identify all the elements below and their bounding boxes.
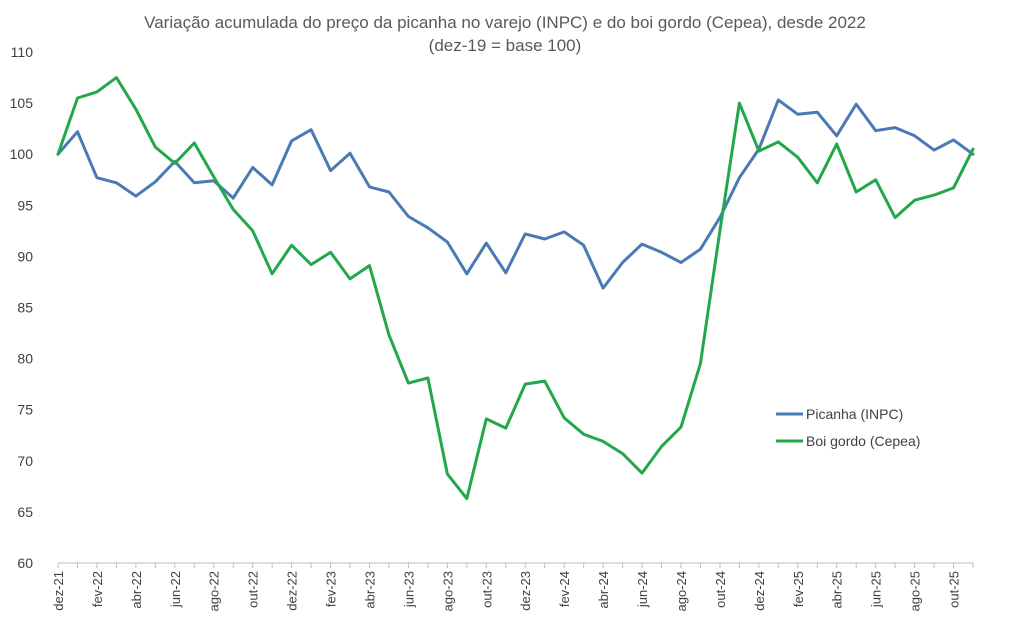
y-tick-label: 70 [17,453,33,469]
legend-label: Boi gordo (Cepea) [806,433,920,449]
y-tick-label: 90 [17,248,33,264]
x-tick-label: abr-24 [596,571,611,609]
x-tick-label: jun-24 [635,571,650,608]
series-lines [56,76,975,501]
chart-subtitle: (dez-19 = base 100) [429,36,582,55]
y-tick-label: 95 [17,197,33,213]
x-tick-label: abr-23 [362,571,377,609]
x-axis: dez-21 fev-22 abr-22 jun-22 ago-22 out-22 dez-… [51,562,974,611]
x-tick-label: abr-25 [830,571,845,609]
x-tick-label: fev-22 [90,571,105,607]
x-tick-label: dez-23 [518,571,533,611]
legend: Picanha (INPC) Boi gordo (Cepea) [776,406,920,449]
y-tick-label: 105 [10,95,34,111]
y-tick-label: 65 [17,504,33,520]
chart-title: Variação acumulada do preço da picanha n… [144,13,866,32]
x-tick-label: ago-23 [440,571,455,611]
y-axis: 60 65 70 75 80 85 90 95 100 105 110 [10,44,34,571]
x-tick-label: out-23 [479,571,494,608]
x-tick-label: dez-24 [752,571,767,611]
x-tick-label: ago-24 [674,571,689,611]
y-tick-label: 60 [17,555,33,571]
y-tick-label: 110 [11,44,34,60]
x-tick-label: abr-22 [129,571,144,609]
x-tick-label: jun-23 [401,571,416,608]
y-tick-label: 100 [10,146,34,162]
x-tick-label: jun-22 [168,571,183,608]
y-tick-label: 75 [17,402,33,418]
x-tick-label: jun-25 [869,571,884,608]
x-tick-label: out-22 [246,571,261,608]
legend-label: Picanha (INPC) [806,406,903,422]
y-tick-label: 80 [17,351,33,367]
x-tick-label: out-24 [713,571,728,608]
x-tick-label: dez-21 [51,571,66,611]
x-tick-label: ago-25 [908,571,923,611]
x-tick-label: fev-23 [324,571,339,607]
x-tick-label: fev-24 [557,571,572,607]
x-tick-label: dez-22 [285,571,300,611]
series-line-picanha [56,98,975,290]
x-tick-label: out-25 [947,571,962,608]
x-tick-label: ago-22 [207,571,222,611]
series-line-boi-gordo [56,76,975,501]
x-tick-label: fev-25 [791,571,806,607]
y-tick-label: 85 [17,300,33,316]
